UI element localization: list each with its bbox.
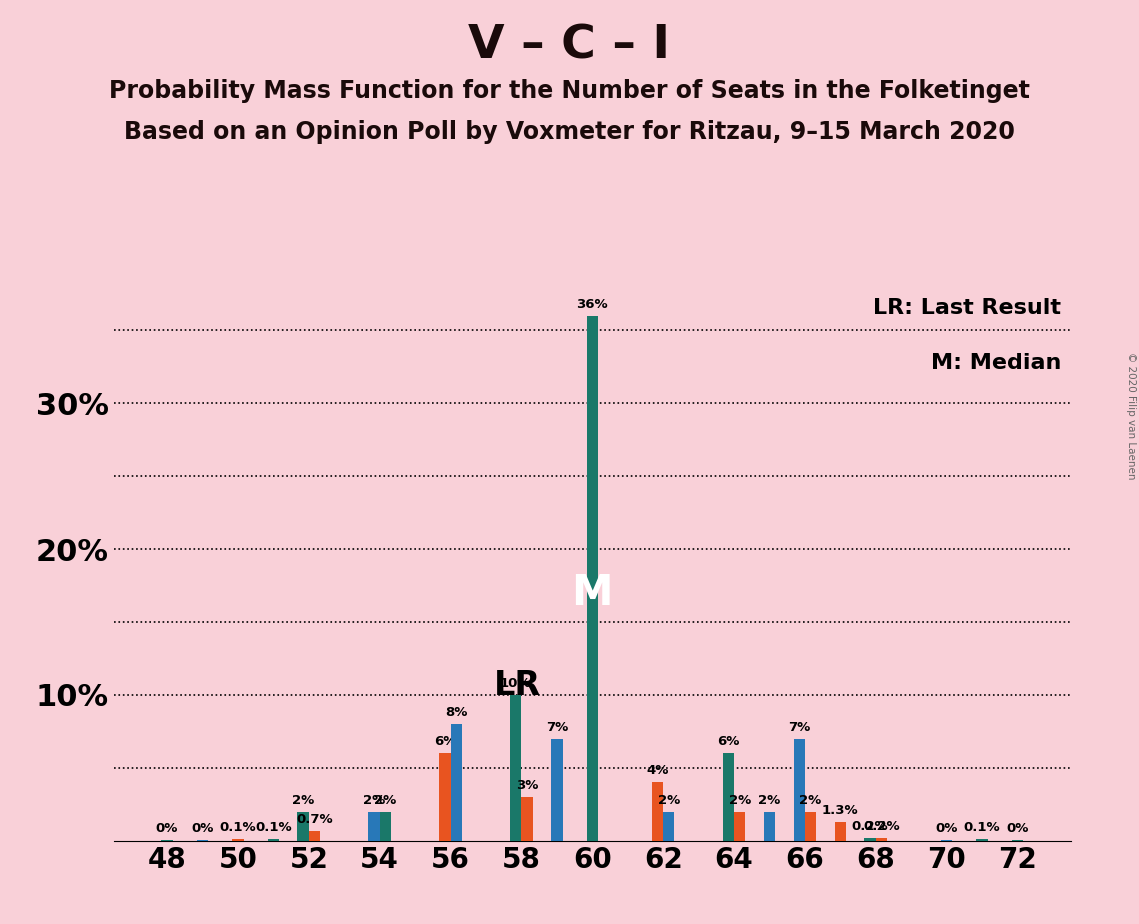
Bar (268, 839, 279, 841)
Bar (232, 839, 244, 841)
Text: © 2020 Filip van Laenen: © 2020 Filip van Laenen (1126, 352, 1136, 480)
Bar (794, 738, 805, 841)
Bar (587, 316, 598, 841)
Bar (734, 811, 745, 841)
Text: 2%: 2% (759, 794, 780, 807)
Bar (368, 811, 379, 841)
Text: 6%: 6% (434, 736, 456, 748)
Text: 7%: 7% (546, 721, 568, 734)
Text: 8%: 8% (445, 706, 467, 719)
Text: M: Median: M: Median (931, 353, 1062, 373)
Bar (379, 811, 391, 841)
Text: 1.3%: 1.3% (822, 804, 859, 817)
Text: 0.2%: 0.2% (852, 820, 888, 833)
Text: LR: LR (494, 669, 541, 702)
Bar (764, 811, 776, 841)
Text: 36%: 36% (576, 298, 608, 310)
Bar (309, 831, 320, 841)
Bar (510, 695, 522, 841)
Bar (551, 738, 563, 841)
Text: 0.2%: 0.2% (863, 820, 900, 833)
Bar (663, 811, 674, 841)
Text: 2%: 2% (292, 794, 314, 807)
Text: 0.1%: 0.1% (220, 821, 256, 834)
Text: 0.1%: 0.1% (255, 821, 292, 834)
Text: 0%: 0% (1007, 822, 1029, 835)
Bar (652, 783, 663, 841)
Text: 0%: 0% (191, 822, 214, 835)
Text: 3%: 3% (516, 779, 539, 792)
Text: 2%: 2% (363, 794, 385, 807)
Bar (522, 797, 533, 841)
Text: V – C – I: V – C – I (468, 23, 671, 68)
Text: 7%: 7% (788, 721, 810, 734)
Text: 0%: 0% (935, 822, 958, 835)
Text: Based on an Opinion Poll by Voxmeter for Ritzau, 9–15 March 2020: Based on an Opinion Poll by Voxmeter for… (124, 120, 1015, 144)
Text: Probability Mass Function for the Number of Seats in the Folketinget: Probability Mass Function for the Number… (109, 79, 1030, 103)
Text: 0.7%: 0.7% (296, 812, 333, 825)
Text: 2%: 2% (375, 794, 396, 807)
Bar (976, 839, 988, 841)
Bar (722, 753, 734, 841)
Bar (835, 821, 846, 841)
Text: M: M (572, 572, 613, 614)
Text: 10%: 10% (500, 677, 532, 690)
Bar (876, 838, 887, 841)
Text: 6%: 6% (718, 736, 739, 748)
Text: 2%: 2% (657, 794, 680, 807)
Text: 2%: 2% (800, 794, 821, 807)
Bar (805, 811, 817, 841)
Text: 0%: 0% (156, 822, 178, 835)
Bar (297, 811, 309, 841)
Text: 4%: 4% (646, 764, 669, 777)
Bar (865, 838, 876, 841)
Text: 0.1%: 0.1% (964, 821, 1000, 834)
Bar (451, 724, 462, 841)
Text: 2%: 2% (729, 794, 751, 807)
Text: LR: Last Result: LR: Last Result (874, 298, 1062, 318)
Bar (440, 753, 451, 841)
